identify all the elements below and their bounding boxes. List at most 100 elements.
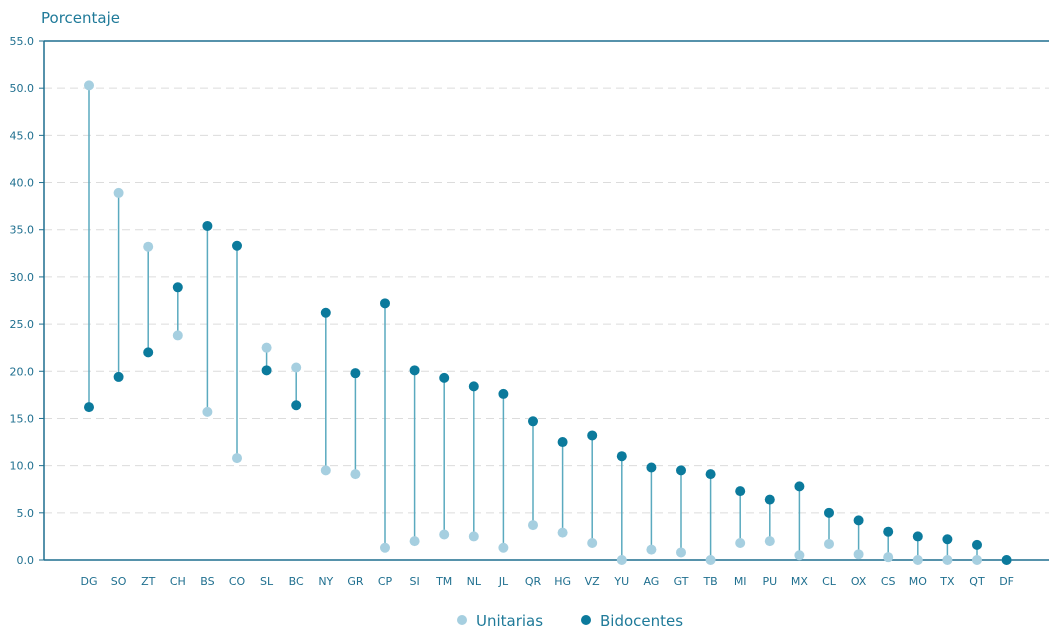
point-unitarias-ag bbox=[646, 544, 657, 555]
point-bidocentes-vz bbox=[587, 430, 598, 441]
point-bidocentes-cl bbox=[824, 507, 834, 518]
x-tick-label-co: CO bbox=[229, 575, 246, 588]
y-tick-label: 35.0 bbox=[10, 224, 35, 237]
point-unitarias-tx bbox=[942, 555, 953, 565]
point-unitarias-qr bbox=[528, 520, 538, 531]
point-unitarias-gr bbox=[350, 469, 361, 480]
x-tick-label-tm: TM bbox=[435, 575, 452, 588]
point-bidocentes-bc bbox=[291, 400, 302, 411]
point-bidocentes-qt bbox=[972, 539, 982, 550]
x-tick-label-tb: TB bbox=[702, 575, 717, 588]
point-unitarias-vz bbox=[587, 538, 598, 549]
point-bidocentes-jl bbox=[498, 388, 509, 399]
point-bidocentes-cs bbox=[883, 526, 894, 537]
x-tick-label-so: SO bbox=[111, 575, 127, 588]
y-tick-label: 20.0 bbox=[10, 365, 35, 378]
x-tick-label-mx: MX bbox=[791, 575, 808, 588]
point-bidocentes-mi bbox=[735, 486, 746, 497]
point-unitarias-ch bbox=[172, 330, 183, 341]
connector-lines bbox=[88, 85, 978, 560]
point-bidocentes-dg bbox=[84, 402, 94, 413]
x-tick-label-ny: NY bbox=[318, 575, 333, 588]
point-unitarias-cp bbox=[380, 542, 390, 553]
grid-lines bbox=[44, 87, 1049, 514]
point-bidocentes-pu bbox=[764, 494, 775, 505]
point-bidocentes-mo bbox=[912, 531, 923, 542]
x-tick-label-df: DF bbox=[999, 575, 1014, 588]
x-tick-label-cs: CS bbox=[881, 575, 896, 588]
point-unitarias-sl bbox=[261, 342, 272, 353]
x-tick-label-nl: NL bbox=[467, 575, 482, 588]
point-bidocentes-si bbox=[409, 365, 420, 376]
point-bidocentes-gr bbox=[350, 368, 361, 379]
point-bidocentes-df bbox=[1001, 555, 1012, 565]
legend-label-unitarias: Unitarias bbox=[476, 612, 543, 630]
point-unitarias-ny bbox=[320, 465, 331, 476]
point-bidocentes-ox bbox=[853, 515, 864, 526]
x-tick-label-mo: MO bbox=[909, 575, 927, 588]
legend-marker-bidocentes bbox=[581, 615, 591, 625]
point-unitarias-jl bbox=[498, 542, 509, 553]
point-bidocentes-tm bbox=[439, 372, 450, 383]
x-tick-label-ag: AG bbox=[643, 575, 659, 588]
point-unitarias-ox bbox=[853, 549, 864, 560]
x-tick-label-bs: BS bbox=[200, 575, 214, 588]
point-unitarias-hg bbox=[557, 527, 568, 538]
x-tick-label-gt: GT bbox=[674, 575, 689, 588]
point-bidocentes-gt bbox=[676, 465, 686, 476]
point-bidocentes-ch bbox=[172, 282, 183, 293]
x-tick-label-cl: CL bbox=[822, 575, 837, 588]
point-bidocentes-zt bbox=[143, 347, 154, 358]
legend-label-bidocentes: Bidocentes bbox=[600, 612, 683, 630]
point-unitarias-bs bbox=[202, 406, 213, 417]
y-tick-label: 25.0 bbox=[10, 318, 35, 331]
y-tick-label: 10.0 bbox=[10, 460, 35, 473]
x-tick-label-hg: HG bbox=[554, 575, 571, 588]
point-bidocentes-sl bbox=[261, 365, 272, 376]
point-bidocentes-qr bbox=[528, 416, 538, 427]
point-unitarias-co bbox=[232, 453, 242, 464]
x-tick-labels: DG SO ZT CH BS CO SL BC NY GR CP SI TM NL JL QR HG VZ YU AG… bbox=[81, 575, 1015, 588]
point-unitarias-so bbox=[113, 187, 124, 198]
y-tick-label: 40.0 bbox=[10, 177, 35, 190]
point-bidocentes-ny bbox=[320, 307, 331, 318]
point-bidocentes-hg bbox=[557, 437, 568, 448]
point-unitarias-si bbox=[409, 536, 420, 547]
x-tick-label-tx: TX bbox=[939, 575, 955, 588]
y-tick-label: 50.0 bbox=[10, 82, 35, 95]
point-unitarias-zt bbox=[143, 241, 154, 252]
x-tick-label-sl: SL bbox=[260, 575, 274, 588]
axes bbox=[43, 40, 1049, 561]
point-bidocentes-ag bbox=[646, 462, 657, 473]
x-tick-label-vz: VZ bbox=[585, 575, 601, 588]
point-unitarias-yu bbox=[616, 555, 627, 565]
x-tick-label-pu: PU bbox=[762, 575, 777, 588]
point-unitarias-cs bbox=[883, 552, 894, 563]
point-bidocentes-tb bbox=[705, 469, 716, 480]
point-unitarias-tb bbox=[705, 555, 716, 565]
y-tick-label: 15.0 bbox=[10, 412, 35, 425]
x-tick-label-ox: OX bbox=[851, 575, 867, 588]
point-unitarias-cl bbox=[824, 538, 834, 549]
x-tick-label-zt: ZT bbox=[141, 575, 156, 588]
point-bidocentes-yu bbox=[616, 451, 627, 462]
y-tick-label: 45.0 bbox=[10, 129, 35, 142]
x-tick-label-yu: YU bbox=[613, 575, 629, 588]
point-unitarias-mo bbox=[912, 555, 923, 565]
y-tick-label: 0.0 bbox=[17, 554, 35, 567]
legend: Unitarias Bidocentes bbox=[457, 612, 683, 630]
x-tick-label-dg: DG bbox=[81, 575, 98, 588]
point-bidocentes-so bbox=[113, 371, 124, 382]
x-tick-label-gr: GR bbox=[347, 575, 364, 588]
x-tick-label-qr: QR bbox=[525, 575, 542, 588]
x-tick-label-mi: MI bbox=[734, 575, 747, 588]
point-unitarias-mi bbox=[735, 538, 746, 549]
data-points bbox=[84, 80, 1012, 565]
y-tick-label: 55.0 bbox=[10, 35, 35, 48]
point-bidocentes-cp bbox=[380, 298, 390, 309]
point-unitarias-qt bbox=[972, 555, 982, 565]
x-tick-label-jl: JL bbox=[498, 575, 509, 588]
y-axis-title: Porcentaje bbox=[41, 9, 120, 27]
point-bidocentes-mx bbox=[794, 481, 805, 492]
